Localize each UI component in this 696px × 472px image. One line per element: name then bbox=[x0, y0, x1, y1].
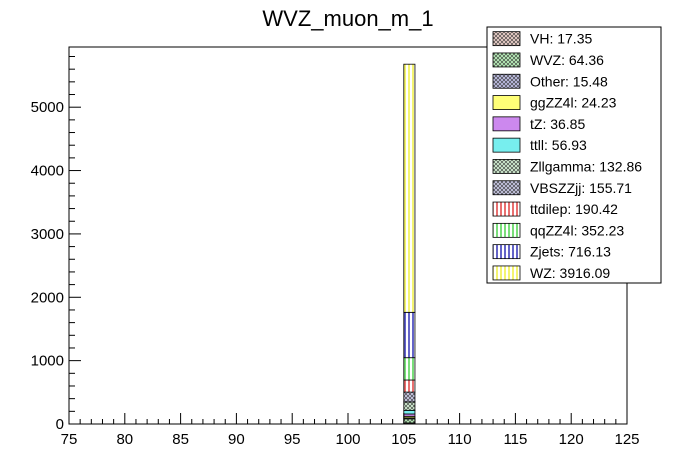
bar-segment-ttdilep bbox=[403, 379, 416, 393]
x-tick-label: 100 bbox=[335, 431, 360, 448]
y-tick-label: 5000 bbox=[31, 99, 64, 116]
legend-entry-vbszzjj: VBSZZjj: 155.71 bbox=[530, 180, 632, 196]
legend-entry-wvz: WVZ: 64.36 bbox=[530, 52, 604, 68]
x-tick-label: 120 bbox=[559, 431, 584, 448]
legend-entry-other: Other: 15.48 bbox=[530, 73, 608, 89]
y-tick-label: 4000 bbox=[31, 163, 64, 180]
legend-entry-vh: VH: 17.35 bbox=[530, 31, 592, 47]
legend-swatch-wz bbox=[492, 265, 521, 281]
x-tick-label: 90 bbox=[228, 431, 245, 448]
legend: VH: 17.35 WVZ: 64.36 Other: 15.48 ggZZ4l: 2… bbox=[486, 26, 662, 284]
bar-segment-vbszzjj bbox=[403, 391, 416, 403]
x-axis: 75 80 85 90 95 100 105 110 115 120 125 bbox=[61, 413, 640, 448]
y-tick-label: 1000 bbox=[31, 353, 64, 370]
x-tick-label: 80 bbox=[116, 431, 133, 448]
stacked-bar bbox=[403, 63, 416, 425]
legend-swatch-wvz bbox=[492, 52, 521, 68]
x-tick-label: 115 bbox=[503, 431, 527, 448]
legend-swatch-zjets bbox=[492, 244, 521, 260]
legend-swatch-other bbox=[492, 73, 521, 89]
x-tick-label: 105 bbox=[391, 431, 416, 448]
bar-segment-wz bbox=[403, 63, 416, 313]
y-tick-label: 3000 bbox=[31, 226, 64, 243]
legend-box bbox=[486, 26, 662, 284]
legend-entry-wz: WZ: 3916.09 bbox=[530, 265, 610, 281]
legend-swatch-zllgamma bbox=[492, 159, 521, 174]
legend-entry-zjets: Zjets: 716.13 bbox=[530, 244, 611, 260]
legend-entry-ttll: ttll: 56.93 bbox=[530, 137, 587, 153]
x-tick-label: 95 bbox=[284, 431, 301, 448]
y-axis: 0 1000 2000 3000 4000 5000 bbox=[31, 56, 81, 433]
legend-entry-ttdilep: ttdilep: 190.42 bbox=[530, 201, 618, 217]
bar-segment-ttll bbox=[403, 409, 416, 415]
y-tick-label: 2000 bbox=[31, 289, 64, 306]
legend-swatch-ggzz4l bbox=[492, 95, 521, 110]
y-tick-label: 0 bbox=[56, 416, 64, 433]
legend-entry-qqzz4l: qqZZ4l: 352.23 bbox=[530, 222, 624, 238]
bar-segment-wvz bbox=[403, 418, 416, 424]
x-tick-label: 75 bbox=[61, 431, 78, 448]
legend-entry-tz: tZ: 36.85 bbox=[530, 116, 585, 132]
legend-swatch-ttdilep bbox=[492, 201, 521, 217]
bar-segment-zllgamma bbox=[403, 401, 416, 411]
legend-swatch-tz bbox=[492, 116, 521, 132]
x-tick-label: 125 bbox=[614, 431, 639, 448]
bar-segment-qqzz4l bbox=[403, 357, 416, 381]
bar-segment-zjets bbox=[403, 311, 416, 359]
legend-swatch-qqzz4l bbox=[492, 222, 521, 238]
legend-swatch-vh bbox=[492, 31, 521, 47]
legend-entry-zllgamma: Zllgamma: 132.86 bbox=[530, 158, 642, 174]
chart-title: WVZ_muon_m_1 bbox=[262, 6, 433, 31]
x-tick-label: 85 bbox=[172, 431, 189, 448]
legend-swatch-ttll bbox=[492, 137, 521, 153]
legend-entry-ggzz4l: ggZZ4l: 24.23 bbox=[530, 95, 617, 111]
legend-swatch-vbszzjj bbox=[492, 180, 521, 196]
x-tick-label: 110 bbox=[448, 431, 472, 448]
